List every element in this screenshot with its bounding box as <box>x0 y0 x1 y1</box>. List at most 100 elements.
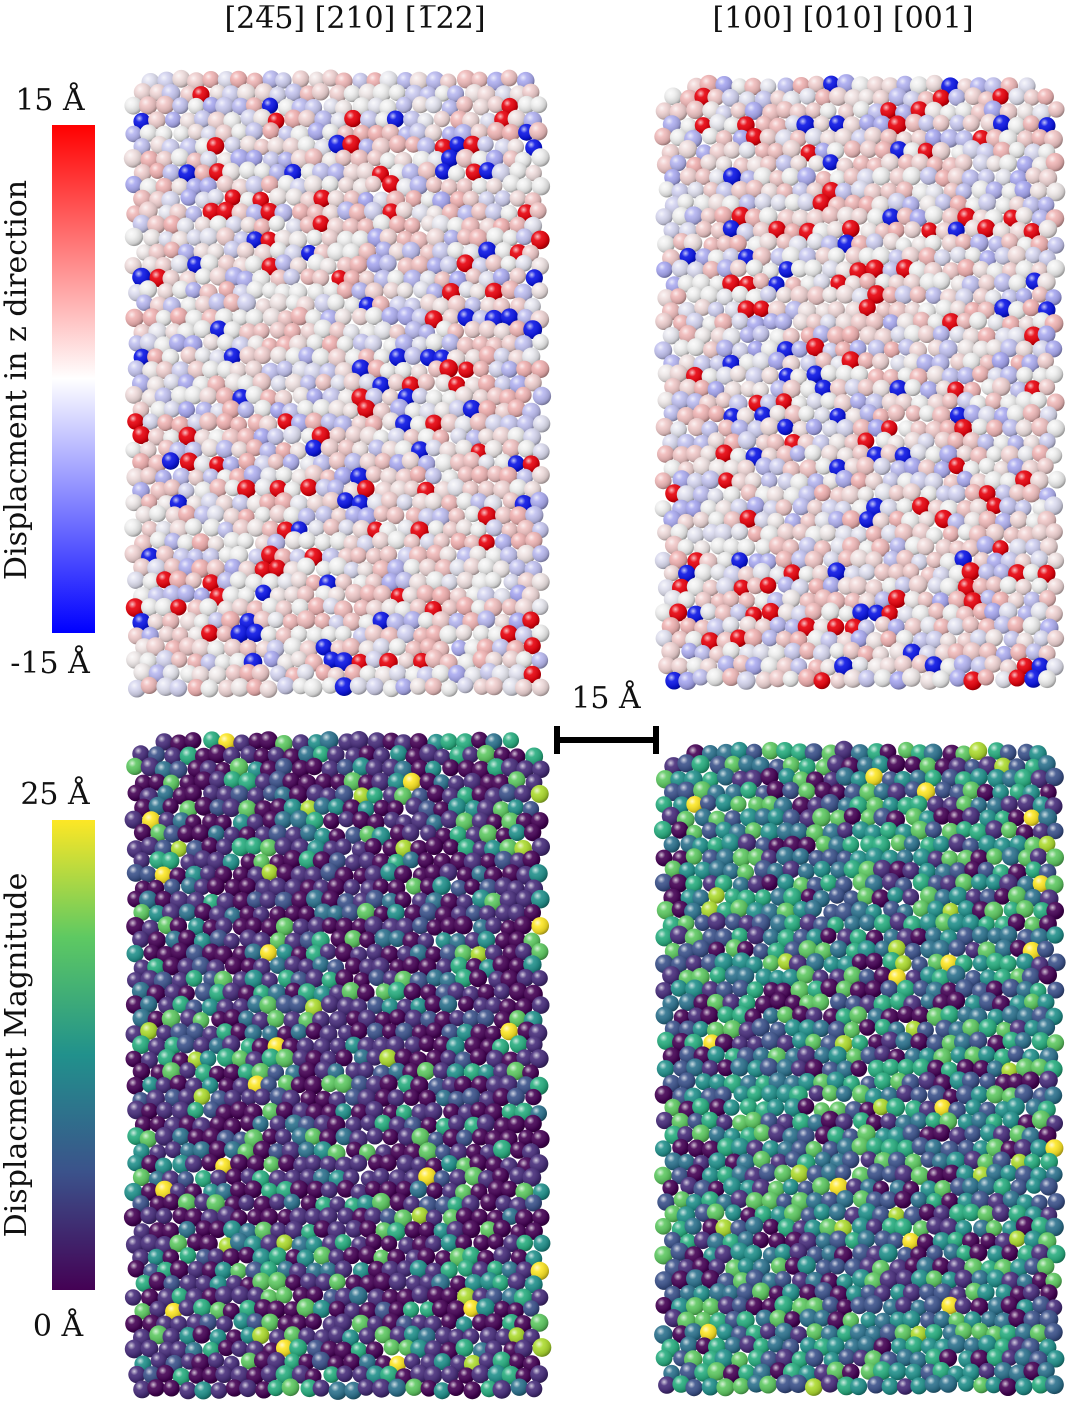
atom-shading <box>814 484 831 502</box>
atom-shading <box>140 467 158 485</box>
atom-shading <box>300 478 318 497</box>
atom-shading <box>1048 470 1066 489</box>
atom-shading <box>904 379 922 397</box>
atom-shading <box>759 577 777 594</box>
atom-shading <box>507 109 526 129</box>
atom-shading <box>752 325 770 343</box>
atom-shading <box>819 524 837 542</box>
atom-shading <box>285 188 303 206</box>
atom-shading <box>216 175 234 193</box>
atom-shading <box>909 286 927 304</box>
atom-shading <box>872 353 890 371</box>
atom-shading <box>172 97 189 114</box>
atom-shading <box>411 387 429 405</box>
atom-shading <box>149 162 166 179</box>
atom-shading <box>1015 207 1033 225</box>
atom-shading <box>267 137 286 155</box>
atom-shading <box>424 677 443 696</box>
atom-shading <box>386 110 405 128</box>
atom-shading <box>206 137 225 155</box>
atom-shading <box>465 163 483 181</box>
atom-shading <box>471 71 488 88</box>
atom-shading <box>270 375 288 393</box>
atom-shading <box>262 122 280 140</box>
atom-shading <box>277 677 295 695</box>
atom-shading <box>304 148 323 167</box>
atom-shading <box>292 70 310 88</box>
atom-shading <box>509 190 526 207</box>
atom-shading <box>656 261 673 278</box>
atom-shading <box>207 188 224 206</box>
atom-shading <box>501 360 519 378</box>
atom-shading <box>1037 88 1054 105</box>
atom-shading <box>517 95 536 114</box>
atom-shading <box>283 425 302 445</box>
atom-shading <box>1015 419 1033 437</box>
atom-shading <box>125 125 142 143</box>
atom-shading <box>195 268 212 285</box>
atom-shading <box>307 122 326 141</box>
atom-shading <box>484 571 502 589</box>
atom-shading <box>458 361 475 378</box>
atom-shading <box>311 82 330 101</box>
atom-shading <box>124 96 143 115</box>
atom-shading <box>836 284 855 304</box>
atom-shading <box>389 135 407 154</box>
atom-shading <box>149 505 167 523</box>
atom-shading <box>409 678 427 695</box>
atom-shading <box>919 166 938 185</box>
atom-shading <box>852 603 870 622</box>
atom-shading <box>162 164 181 182</box>
atom-shading <box>447 165 466 183</box>
atom-shading <box>500 69 518 87</box>
atom-shading <box>365 175 382 193</box>
atom-shading <box>456 96 473 113</box>
atom-shading <box>254 162 271 180</box>
atom-shading <box>239 161 257 180</box>
atom-shading <box>1022 483 1041 503</box>
atom-shading <box>687 338 705 357</box>
atom-shading <box>360 110 379 129</box>
atom-shading <box>290 149 310 169</box>
atom-shading <box>435 163 452 180</box>
atom-shading <box>873 457 891 475</box>
atom-shading <box>1009 510 1028 529</box>
atom-shading <box>789 445 807 462</box>
atom-shading <box>848 576 868 596</box>
atom-shading <box>404 346 423 365</box>
atom-shading <box>155 177 173 196</box>
atom-shading <box>903 221 921 239</box>
atom-shading <box>804 444 822 462</box>
atom-shading <box>298 531 316 550</box>
atom-shading <box>366 677 384 696</box>
atom-shading <box>124 518 143 537</box>
atom-shading <box>835 469 854 489</box>
atom-shading <box>178 164 197 183</box>
atom-shading <box>217 71 236 89</box>
atom-shading <box>169 679 188 697</box>
atom-shading <box>337 492 354 509</box>
atom-shading <box>706 668 725 687</box>
atom-shading <box>932 114 950 132</box>
atom-shading <box>397 72 415 90</box>
atom-shading <box>456 69 476 89</box>
atom-shading <box>455 148 475 168</box>
atom-shading <box>173 125 190 142</box>
atom-shading <box>277 151 295 168</box>
atom-shading <box>200 679 219 698</box>
atom-shading <box>298 109 316 128</box>
atom-shading <box>389 638 407 656</box>
atom-shading <box>426 71 445 90</box>
atom-shading <box>172 69 191 88</box>
atom-shading <box>379 254 397 272</box>
atom-shading <box>798 668 817 687</box>
atom-shading <box>449 136 466 153</box>
atom-shading <box>947 617 965 636</box>
atom-shading <box>395 96 413 114</box>
atom-shading <box>127 571 145 589</box>
atom-shading <box>352 97 371 116</box>
atom-shading <box>125 386 143 404</box>
atom-shading <box>330 112 348 130</box>
atom-shading <box>516 228 533 246</box>
